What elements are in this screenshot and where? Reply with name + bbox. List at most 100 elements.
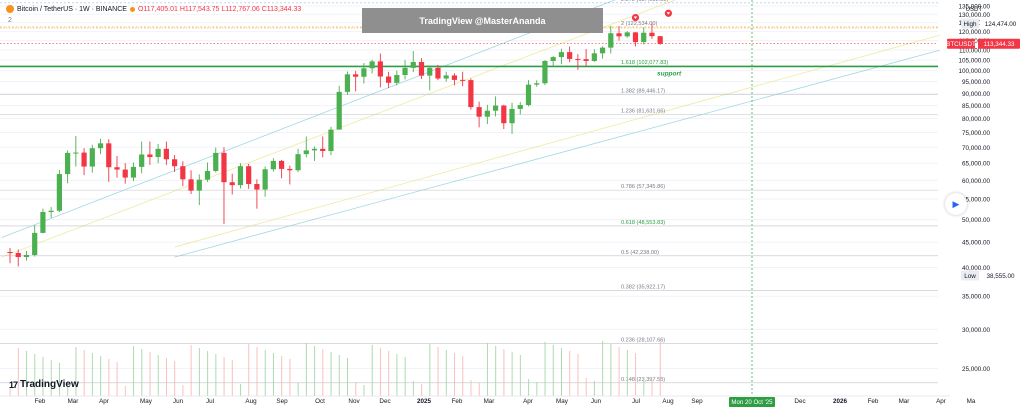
candle xyxy=(229,173,235,195)
candle xyxy=(361,63,367,84)
candle-body xyxy=(410,62,416,68)
candle xyxy=(567,46,573,63)
candle-body xyxy=(624,32,630,37)
high-value-bg xyxy=(980,18,1021,29)
volume-bar xyxy=(552,345,554,396)
candle xyxy=(435,64,441,81)
price-tick-label: 85,000.00 xyxy=(962,103,991,110)
candle xyxy=(295,148,301,172)
candle xyxy=(608,25,614,54)
channel-lower-line xyxy=(174,49,941,258)
candle-body xyxy=(23,255,30,258)
candle-body xyxy=(608,33,614,48)
indicator-count[interactable]: 2 xyxy=(8,17,12,24)
volume-bar xyxy=(536,382,538,396)
volume-bar xyxy=(83,350,85,396)
candle xyxy=(641,27,647,45)
candle xyxy=(492,96,499,117)
candle-body xyxy=(56,174,62,211)
ohlc-values: O117,405.01 H117,543.75 L112,767.06 C113… xyxy=(137,5,302,13)
candle-body xyxy=(616,33,622,37)
candle xyxy=(89,144,95,173)
price-tick-label: 100,000.00 xyxy=(958,68,990,75)
candle xyxy=(221,147,227,224)
volume-bar xyxy=(643,377,645,396)
time-tick-label: Jul xyxy=(632,398,640,405)
candle xyxy=(23,251,30,261)
price-tick-label: 35,000.00 xyxy=(962,294,991,301)
candle-body xyxy=(509,108,515,124)
price-tick-label: 95,000.00 xyxy=(962,79,991,86)
volume-bar xyxy=(100,356,102,396)
candle xyxy=(246,163,252,189)
volume-bar xyxy=(124,386,126,396)
candle-body xyxy=(468,80,474,108)
volume-bar xyxy=(412,381,414,396)
candle xyxy=(7,248,13,264)
volume-bar xyxy=(42,357,44,396)
volume-bar xyxy=(355,382,357,396)
volume-bar xyxy=(503,349,505,396)
volume-bar xyxy=(585,378,587,396)
candle xyxy=(542,60,548,86)
tradingview-logo[interactable]: 17 TradingView xyxy=(9,379,79,390)
candle-body xyxy=(278,160,285,169)
candle xyxy=(402,60,408,80)
candle-body xyxy=(262,169,268,190)
time-tick-label: Aug xyxy=(245,398,257,405)
candle-body xyxy=(525,84,532,106)
volume-bar xyxy=(133,346,135,396)
last-price-badge-bg xyxy=(978,38,1020,49)
volume-bar xyxy=(478,383,480,396)
time-tick-label: Apr xyxy=(936,398,946,405)
volume-bar xyxy=(141,349,143,396)
volume-bar xyxy=(240,384,242,396)
last-price-badge: 113,344.33 xyxy=(978,38,1020,49)
candle xyxy=(591,49,597,62)
grid-lines xyxy=(0,5,938,370)
volume-bar xyxy=(198,348,200,396)
candle xyxy=(377,53,383,88)
play-button[interactable]: ▶ xyxy=(945,193,967,215)
volume-bar xyxy=(231,360,233,396)
volume-bar xyxy=(174,361,176,396)
candle xyxy=(48,207,54,218)
symbol-header[interactable]: Bitcoin / TetherUS · 1W · BINANCE O117,4… xyxy=(6,5,301,13)
symbol-tag: BTCUSDT xyxy=(946,38,976,49)
candle-body xyxy=(204,170,211,180)
price-tick-label: 70,000.00 xyxy=(962,145,991,152)
candle xyxy=(558,48,565,65)
candle xyxy=(155,143,161,164)
candle-body xyxy=(583,59,589,61)
high-label-bg xyxy=(961,18,979,29)
volume-bar xyxy=(108,359,110,396)
fib-level-label: 0.236 (28,107.66) xyxy=(621,337,665,343)
candle-body xyxy=(114,167,120,170)
price-tick-label: 105,000.00 xyxy=(958,58,990,65)
price-tick-label: 40,000.00 xyxy=(962,265,991,272)
tradingview-brand: TradingView xyxy=(20,379,79,390)
fib-level-label: 0.786 (57,345.86) xyxy=(621,184,665,190)
price-axis[interactable]: 135,000.00130,000.00125,000.00120,000.00… xyxy=(946,4,1021,373)
candle-body xyxy=(558,52,565,58)
candle-body xyxy=(599,47,606,54)
candle xyxy=(237,163,244,189)
last-price-badge-text: 113,344.33 xyxy=(983,41,1015,48)
time-tick-label: Apr xyxy=(99,398,109,405)
time-tick-label: May xyxy=(140,398,153,405)
candle xyxy=(336,85,342,130)
low-value-bg xyxy=(980,270,1021,281)
volume-bar xyxy=(338,355,340,396)
candle xyxy=(501,104,507,130)
volume-bar xyxy=(149,352,151,396)
date-badge-bg xyxy=(729,397,775,407)
candle-body xyxy=(361,68,367,77)
low-value-text: 38,555.00 xyxy=(986,273,1015,280)
time-tick-label: May xyxy=(556,398,569,405)
time-tick-label: Dec xyxy=(379,398,390,405)
candle xyxy=(15,249,21,267)
candle-body xyxy=(172,159,178,167)
candle-body xyxy=(147,154,153,158)
time-axis[interactable]: Feb Mar Apr May Jun Jul Aug Sep Oct Nov Dec 2025 Feb… xyxy=(0,395,976,407)
